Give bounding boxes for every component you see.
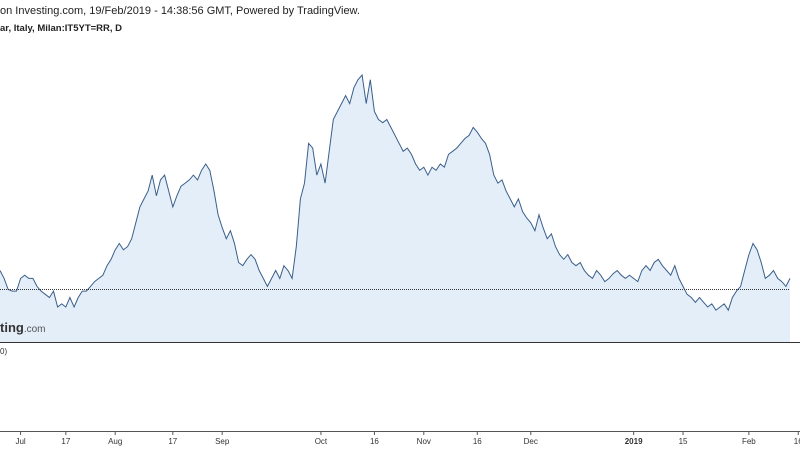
x-tick-label: Dec bbox=[524, 437, 538, 446]
watermark-suffix: .com bbox=[23, 324, 46, 335]
x-tick-label: Jul bbox=[15, 437, 25, 446]
x-tick-label: 15 bbox=[679, 437, 688, 446]
price-line bbox=[0, 73, 791, 312]
x-tick-label: 17 bbox=[61, 437, 70, 446]
price-area-fill bbox=[0, 75, 790, 342]
x-tick-label: 16 bbox=[794, 437, 800, 446]
x-tick-label: Oct bbox=[315, 437, 328, 446]
x-tick-label: Sep bbox=[215, 437, 230, 446]
x-tick-label: 16 bbox=[370, 437, 379, 446]
x-tick-label: Nov bbox=[417, 437, 431, 446]
x-tick-label: Aug bbox=[108, 437, 122, 446]
investing-watermark: ting.com bbox=[0, 320, 46, 335]
x-tick-label: 2019 bbox=[625, 437, 643, 446]
instrument-label: ar, Italy, Milan:IT5YT=RR, D bbox=[0, 23, 123, 34]
indicator-pane-label: 0) bbox=[0, 347, 8, 356]
chart-source-header: on Investing.com, 19/Feb/2019 - 14:38:56… bbox=[0, 5, 360, 17]
watermark-main: ting bbox=[0, 320, 24, 335]
x-tick-label: 17 bbox=[168, 437, 177, 446]
x-tick-label: Feb bbox=[742, 437, 756, 446]
x-axis-ticks: Jul 17 Aug 17 Sep Oct 16 Nov 16 Dec 2019 15 Feb 16 bbox=[15, 431, 800, 446]
x-tick-label: 16 bbox=[473, 437, 482, 446]
